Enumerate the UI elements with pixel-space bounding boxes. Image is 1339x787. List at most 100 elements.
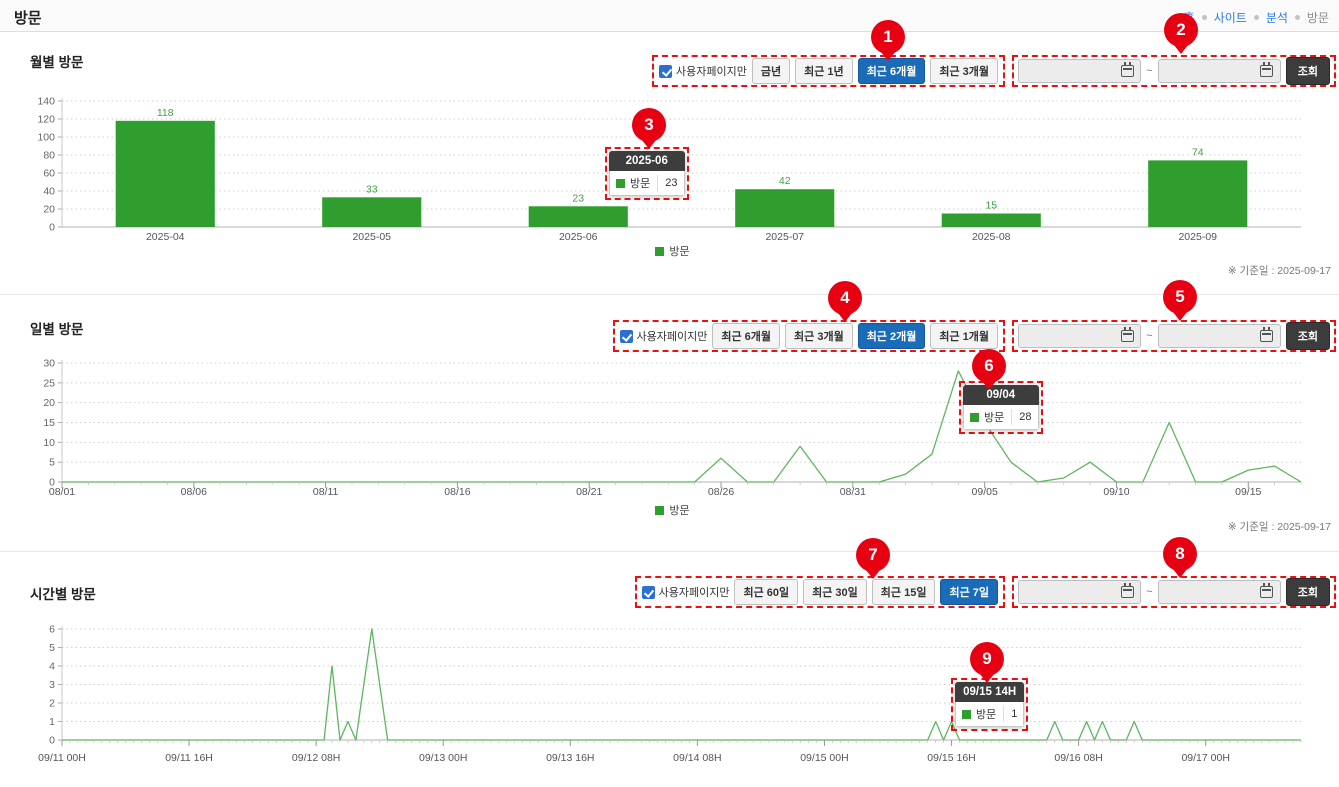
calendar-button[interactable]: [1257, 327, 1277, 344]
breadcrumb-site[interactable]: 사이트: [1213, 11, 1247, 25]
svg-text:140: 140: [37, 96, 55, 108]
search-button[interactable]: 조회: [1285, 57, 1330, 85]
svg-text:08/11: 08/11: [313, 486, 339, 498]
legend-swatch-icon: [655, 246, 665, 256]
preset-button[interactable]: 금년: [751, 58, 791, 84]
svg-text:30: 30: [43, 358, 55, 370]
daily-chart-tooltip: 09/04 방문 28: [959, 381, 1043, 434]
preset-button[interactable]: 최근 7일: [940, 579, 998, 605]
svg-text:08/21: 08/21: [576, 486, 602, 498]
svg-text:1: 1: [49, 716, 55, 728]
svg-text:0: 0: [49, 477, 55, 489]
end-date-input[interactable]: [1157, 59, 1281, 83]
preset-button[interactable]: 최근 15일: [871, 579, 936, 605]
calendar-icon: [1120, 62, 1134, 77]
svg-text:08/16: 08/16: [444, 486, 470, 498]
tooltip-title: 2025-06: [609, 151, 685, 171]
svg-text:74: 74: [1192, 146, 1204, 158]
svg-text:42: 42: [779, 175, 791, 187]
preset-button[interactable]: 최근 2개월: [857, 323, 926, 349]
preset-button[interactable]: 최근 60일: [734, 579, 799, 605]
svg-text:120: 120: [37, 114, 55, 126]
range-separator: ~: [1146, 330, 1153, 342]
svg-text:09/14 08H: 09/14 08H: [673, 752, 721, 764]
preset-button[interactable]: 최근 1년: [795, 58, 853, 84]
calendar-button[interactable]: [1257, 583, 1277, 600]
monthly-section-title: 월별 방문: [30, 55, 84, 70]
start-date-input[interactable]: [1018, 59, 1142, 83]
svg-text:09/17 00H: 09/17 00H: [1181, 752, 1229, 764]
start-date-input[interactable]: [1018, 580, 1142, 604]
hourly-visits-line-chart[interactable]: 0 1 2 3 4 5 6 09/11 00H 09/11 16H 09/12 08H 09/13 …: [30, 620, 1315, 785]
annotation-marker-3: 3: [632, 108, 666, 142]
svg-text:33: 33: [366, 183, 378, 195]
legend-swatch-icon: [962, 709, 971, 719]
user-page-only-checkbox[interactable]: 사용자페이지만: [619, 328, 708, 344]
search-button[interactable]: 조회: [1285, 578, 1330, 606]
svg-text:08/01: 08/01: [49, 486, 75, 498]
end-date-input[interactable]: [1157, 324, 1281, 348]
preset-button[interactable]: 최근 3개월: [785, 323, 853, 349]
start-date-input[interactable]: [1018, 324, 1142, 348]
legend-label: 방문: [669, 505, 690, 517]
svg-text:2025-07: 2025-07: [765, 231, 804, 243]
svg-text:10: 10: [43, 437, 55, 449]
svg-text:80: 80: [43, 150, 55, 162]
daily-filter-group: 사용자페이지만 최근 6개월 최근 3개월 최근 2개월 최근 1개월: [612, 320, 1005, 352]
svg-text:25: 25: [43, 377, 55, 389]
monthly-chart-tooltip: 2025-06 방문 23: [605, 147, 689, 200]
checkbox-label: 사용자페이지만: [636, 331, 708, 343]
preset-button[interactable]: 최근 3개월: [930, 58, 998, 84]
range-separator: ~: [1146, 65, 1153, 77]
hourly-date-range-group: ~ 조회: [1012, 576, 1336, 608]
svg-text:09/13 16H: 09/13 16H: [546, 752, 594, 764]
svg-text:23: 23: [572, 192, 584, 204]
breadcrumb-separator-icon: [1294, 15, 1300, 20]
search-button[interactable]: 조회: [1285, 322, 1330, 350]
svg-text:5: 5: [49, 642, 55, 654]
annotation-marker-6: 6: [972, 349, 1006, 383]
monthly-chart-legend: 방문: [30, 243, 1315, 259]
svg-text:15: 15: [43, 417, 55, 429]
svg-text:4: 4: [49, 661, 55, 673]
preset-button[interactable]: 최근 1개월: [930, 323, 998, 349]
calendar-icon: [1120, 583, 1134, 598]
calendar-button[interactable]: [1117, 327, 1137, 344]
section-divider: [0, 551, 1339, 552]
hourly-chart-tooltip: 09/15 14H 방문 1: [951, 678, 1029, 731]
legend-swatch-icon: [616, 178, 625, 188]
daily-visits-line-chart[interactable]: 0 5 10 15 20 25 30 08/01 08/06 08/11 08/16 08/21 08/…: [30, 356, 1315, 502]
checkbox-checked-icon: [641, 585, 655, 599]
svg-text:2025-04: 2025-04: [146, 231, 185, 243]
user-page-only-checkbox[interactable]: 사용자페이지만: [641, 584, 729, 600]
preset-button[interactable]: 최근 30일: [803, 579, 867, 605]
preset-button[interactable]: 최근 6개월: [857, 58, 926, 84]
calendar-button[interactable]: [1117, 583, 1137, 600]
svg-text:0: 0: [49, 222, 55, 234]
daily-section-title: 일별 방문: [30, 322, 84, 337]
svg-text:0: 0: [49, 735, 55, 747]
calendar-button[interactable]: [1117, 62, 1137, 79]
svg-text:3: 3: [49, 679, 55, 691]
svg-text:09/13 00H: 09/13 00H: [419, 752, 467, 764]
monthly-visits-bar-chart[interactable]: 0204060801001201401182025-04332025-05232…: [30, 96, 1315, 246]
tooltip-value: 23: [665, 177, 678, 189]
tooltip-value: 28: [1019, 411, 1032, 423]
svg-text:08/31: 08/31: [840, 486, 866, 498]
breadcrumb-separator-icon: [1253, 15, 1259, 20]
section-divider: [0, 294, 1339, 295]
user-page-only-checkbox[interactable]: 사용자페이지만: [659, 63, 747, 79]
tooltip-value: 1: [1011, 708, 1018, 720]
tooltip-series: 방문: [984, 412, 1005, 424]
tooltip-title: 09/15 14H: [955, 682, 1025, 702]
breadcrumb-analysis[interactable]: 분석: [1265, 11, 1288, 25]
annotation-marker-9: 9: [970, 642, 1004, 676]
end-date-input[interactable]: [1157, 580, 1281, 604]
svg-text:5: 5: [49, 457, 55, 469]
legend-label: 방문: [669, 246, 690, 258]
range-separator: ~: [1146, 586, 1153, 598]
calendar-icon: [1260, 62, 1274, 77]
svg-text:2025-09: 2025-09: [1178, 231, 1217, 243]
preset-button[interactable]: 최근 6개월: [712, 323, 781, 349]
calendar-button[interactable]: [1257, 62, 1277, 79]
